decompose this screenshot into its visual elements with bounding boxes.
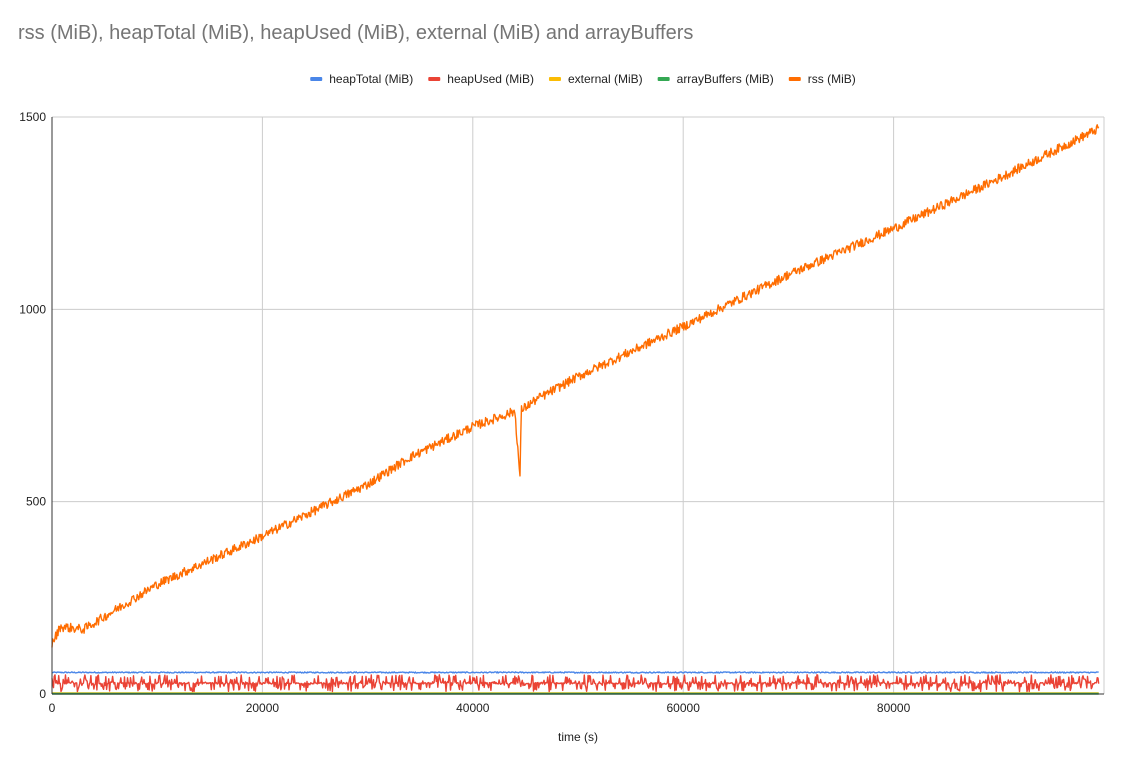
legend-item: heapTotal (MiB) [310, 72, 413, 86]
legend-swatch [310, 77, 323, 81]
series-line-rss [51, 124, 1100, 648]
gridlines [51, 116, 1105, 695]
legend-label: arrayBuffers (MiB) [677, 72, 774, 86]
legend-swatch [788, 77, 801, 81]
legend: heapTotal (MiB) heapUsed (MiB) external (M… [310, 72, 856, 86]
x-axis-title: time (s) [558, 730, 598, 744]
series-line-heapused [51, 674, 1100, 693]
legend-label: external (MiB) [568, 72, 643, 86]
legend-item: rss (MiB) [788, 72, 856, 86]
series-group [51, 124, 1100, 695]
y-tick-label: 500 [26, 495, 46, 509]
series-line-heaptotal [51, 671, 1099, 674]
x-tick-label: 0 [49, 701, 56, 715]
legend-item: arrayBuffers (MiB) [657, 72, 774, 86]
legend-label: rss (MiB) [808, 72, 856, 86]
y-tick-label: 1000 [19, 302, 46, 316]
y-tick-label: 1500 [19, 110, 46, 124]
legend-swatch [428, 77, 441, 81]
x-tick-label: 40000 [456, 701, 490, 715]
legend-item: external (MiB) [548, 72, 643, 86]
legend-swatch [548, 77, 561, 81]
legend-label: heapUsed (MiB) [447, 72, 534, 86]
x-tick-label: 20000 [246, 701, 280, 715]
x-tick-label: 60000 [667, 701, 701, 715]
legend-swatch [657, 77, 670, 81]
legend-item: heapUsed (MiB) [428, 72, 534, 86]
chart-title: rss (MiB), heapTotal (MiB), heapUsed (Mi… [18, 22, 694, 44]
x-tick-label: 80000 [877, 701, 911, 715]
y-tick-label: 0 [39, 687, 46, 701]
legend-label: heapTotal (MiB) [329, 72, 413, 86]
